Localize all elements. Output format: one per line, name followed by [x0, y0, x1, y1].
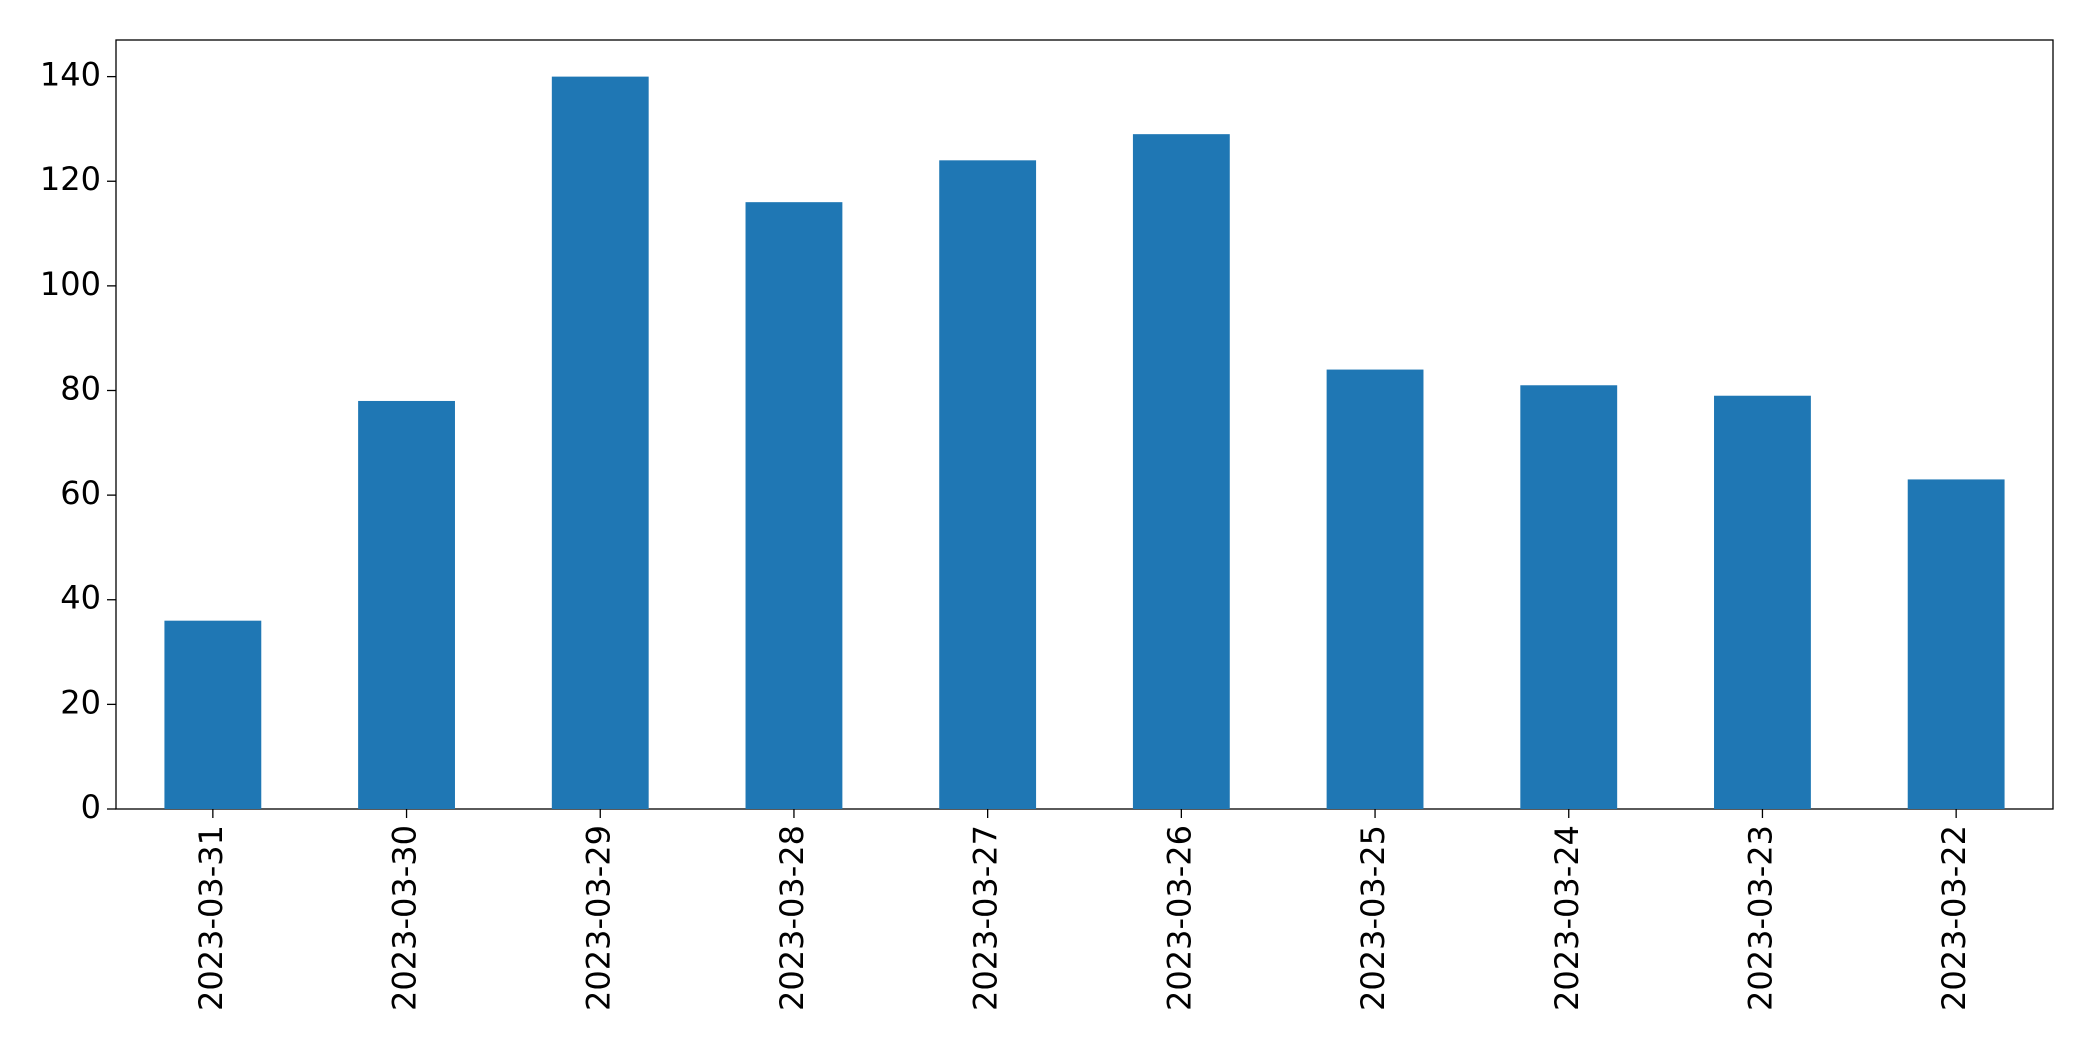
x-tick-label: 2023-03-29 [579, 825, 617, 1011]
bar [358, 400, 455, 809]
bar [1132, 134, 1230, 809]
bar [1520, 385, 1618, 809]
x-tick-label: 2023-03-25 [1354, 825, 1392, 1011]
x-tick-label: 2023-03-27 [967, 825, 1005, 1011]
y-tick-label: 20 [60, 683, 101, 721]
x-tick-label: 2023-03-22 [1935, 825, 1973, 1011]
bar [745, 202, 843, 810]
x-tick-label: 2023-03-23 [1741, 825, 1779, 1011]
y-tick-label: 100 [40, 265, 101, 303]
y-tick-label: 0 [81, 788, 101, 826]
x-tick-label: 2023-03-26 [1160, 825, 1198, 1011]
y-tick-label: 60 [60, 474, 101, 512]
x-tick-label: 2023-03-30 [386, 825, 424, 1011]
bar [1326, 369, 1424, 809]
y-tick-label: 40 [60, 579, 101, 617]
y-tick-label: 80 [60, 369, 101, 407]
plot-frame [115, 39, 2054, 810]
x-tick-label: 2023-03-31 [192, 825, 230, 1011]
bar [1714, 395, 1811, 809]
bar [551, 76, 649, 810]
x-tick-label: 2023-03-28 [773, 825, 811, 1011]
bar [939, 160, 1037, 810]
bar [164, 620, 262, 809]
x-tick-label: 2023-03-24 [1548, 825, 1586, 1011]
y-tick-label: 120 [40, 160, 101, 198]
y-tick-label: 140 [40, 56, 101, 94]
bar [1907, 479, 2005, 809]
